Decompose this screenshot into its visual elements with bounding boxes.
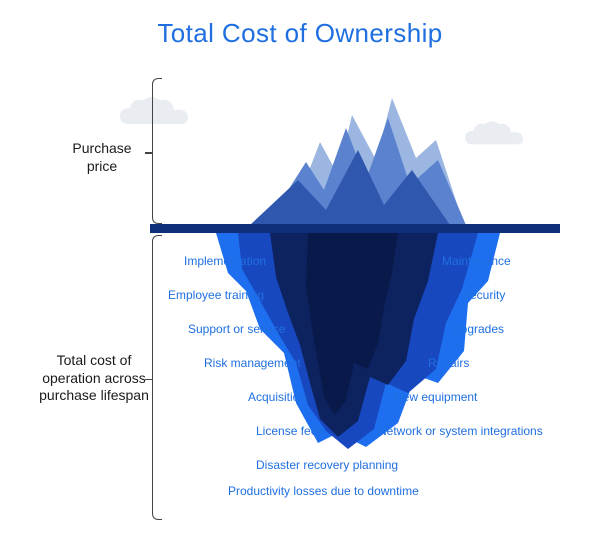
page-title: Total Cost of Ownership — [0, 18, 600, 49]
iceberg-top — [228, 70, 488, 228]
section-label-operation-cost: Total cost ofoperation acrosspurchase li… — [30, 352, 158, 405]
cost-item-label: Implementation — [184, 254, 266, 268]
waterline — [150, 224, 560, 233]
cost-item-label: Network or system integrations — [378, 424, 543, 438]
bracket-top — [152, 78, 162, 224]
bracket-bottom — [152, 235, 162, 520]
cost-item-label: License fees — [256, 424, 323, 438]
cost-item-label: Repairs — [428, 356, 469, 370]
cost-item-label: Disaster recovery planning — [256, 458, 398, 472]
cost-item-label: Upgrades — [452, 322, 504, 336]
cost-item-label: New equipment — [394, 390, 477, 404]
cost-item-label: Support or service — [188, 322, 285, 336]
cost-item-label: Productivity losses due to downtime — [228, 484, 419, 498]
cost-item-label: Employee training — [168, 288, 264, 302]
cost-item-label: Security — [462, 288, 505, 302]
cost-item-label: Acquisition — [248, 390, 306, 404]
cost-item-label: Maintenance — [442, 254, 511, 268]
section-label-purchase-price: Purchaseprice — [62, 140, 142, 175]
cost-item-label: Risk management — [204, 356, 301, 370]
